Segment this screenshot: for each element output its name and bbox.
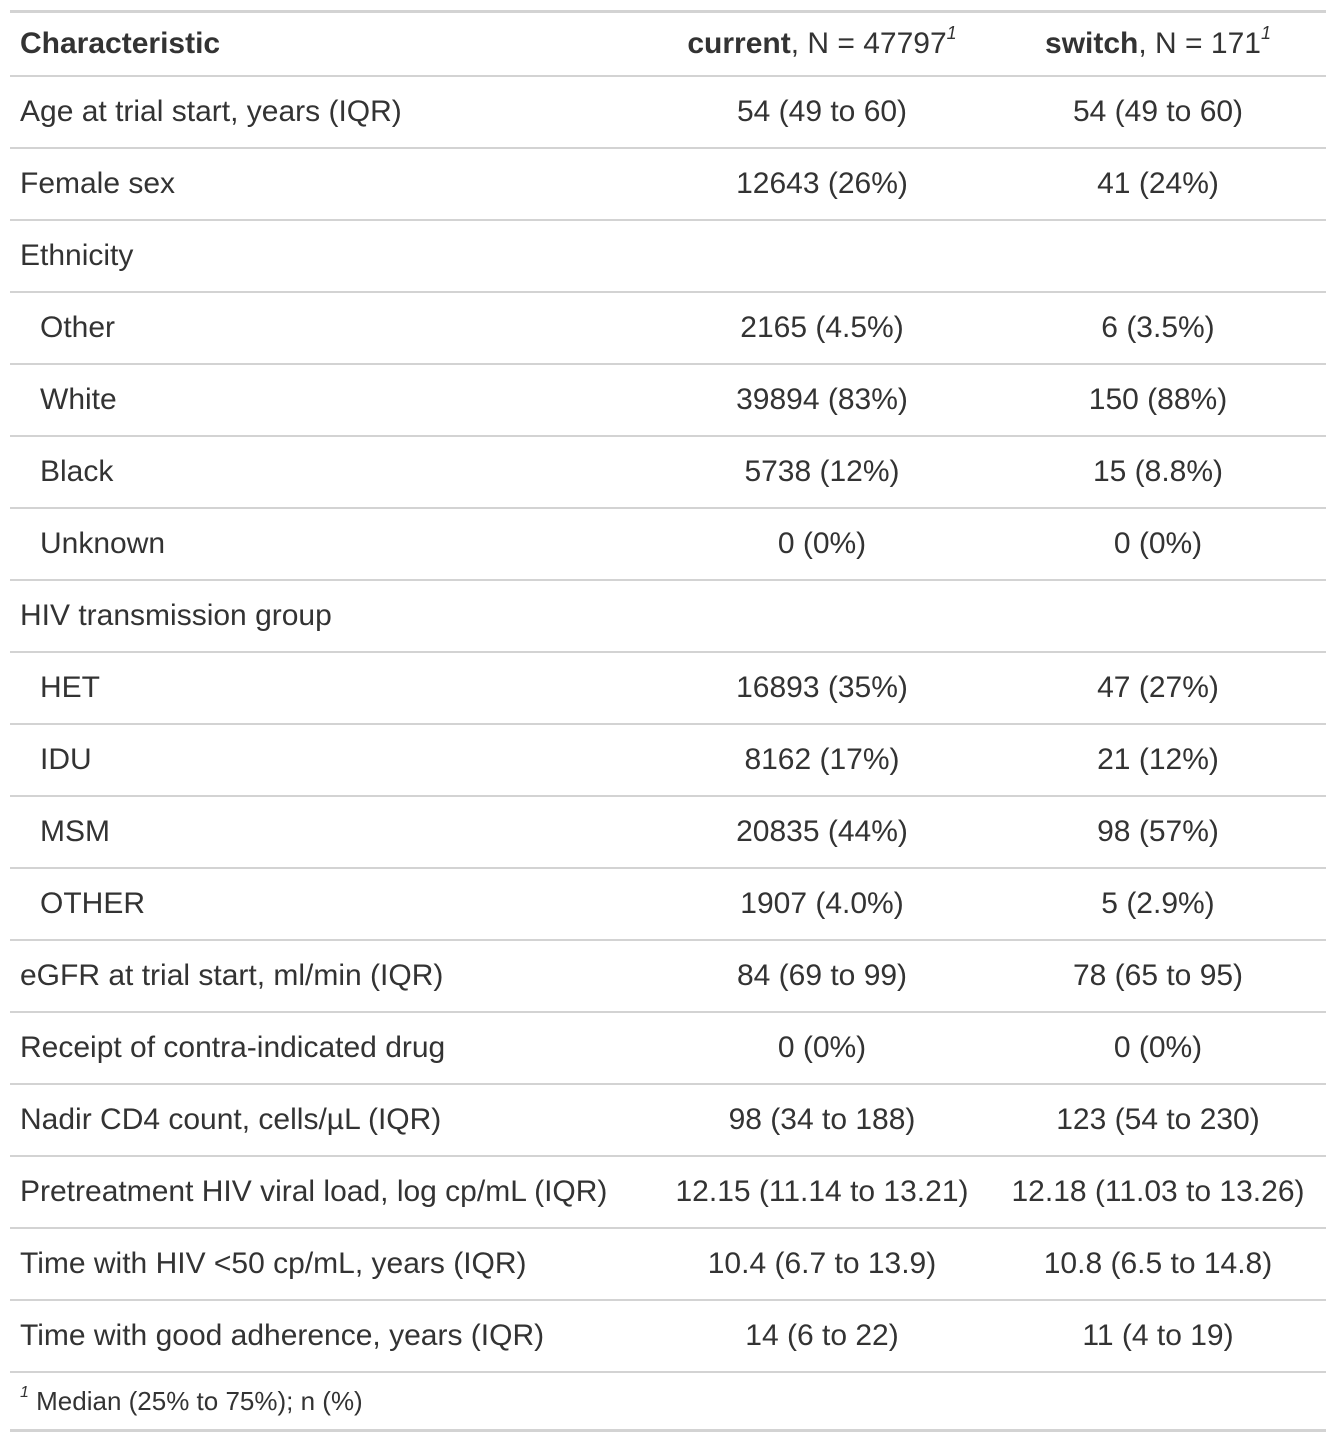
summary-table: Characteristic current, N = 477971 switc… (10, 10, 1326, 1432)
row-switch-value: 15 (8.8%) (990, 436, 1326, 509)
footnote-row: 1 Median (25% to 75%); n (%) (10, 1372, 1326, 1431)
row-switch-value: 150 (88%) (990, 364, 1326, 437)
row-label: Age at trial start, years (IQR) (10, 76, 654, 149)
row-switch-value: 12.18 (11.03 to 13.26) (990, 1156, 1326, 1229)
table-row: Time with good adherence, years (IQR) 14… (10, 1300, 1326, 1373)
row-label: IDU (10, 724, 654, 797)
header-row: Characteristic current, N = 477971 switc… (10, 11, 1326, 77)
row-label: Other (10, 292, 654, 365)
row-current-value: 12643 (26%) (654, 148, 990, 221)
row-current-value: 10.4 (6.7 to 13.9) (654, 1228, 990, 1301)
table-row: Unknown 0 (0%) 0 (0%) (10, 508, 1326, 581)
table-row: MSM 20835 (44%) 98 (57%) (10, 796, 1326, 869)
table-row: OTHER 1907 (4.0%) 5 (2.9%) (10, 868, 1326, 941)
row-current-value: 14 (6 to 22) (654, 1300, 990, 1373)
table-group-row: HIV transmission group (10, 580, 1326, 653)
row-switch-value: 78 (65 to 95) (990, 940, 1326, 1013)
row-label: HET (10, 652, 654, 725)
header-switch-label: switch (1045, 27, 1139, 60)
row-current-value: 54 (49 to 60) (654, 76, 990, 149)
table-row: Age at trial start, years (IQR) 54 (49 t… (10, 76, 1326, 149)
header-current: current, N = 477971 (654, 11, 990, 77)
table-row: IDU 8162 (17%) 21 (12%) (10, 724, 1326, 797)
header-switch-footnote-mark: 1 (1260, 23, 1271, 43)
row-label: Black (10, 436, 654, 509)
row-current-value: 5738 (12%) (654, 436, 990, 509)
row-switch-value (990, 220, 1326, 293)
table-row: eGFR at trial start, ml/min (IQR) 84 (69… (10, 940, 1326, 1013)
row-current-value: 0 (0%) (654, 508, 990, 581)
table-row: Pretreatment HIV viral load, log cp/mL (… (10, 1156, 1326, 1229)
table-row: Time with HIV <50 cp/mL, years (IQR) 10.… (10, 1228, 1326, 1301)
group-label: HIV transmission group (10, 580, 654, 653)
table-row: Receipt of contra-indicated drug 0 (0%) … (10, 1012, 1326, 1085)
header-current-footnote-mark: 1 (946, 23, 957, 43)
row-switch-value: 123 (54 to 230) (990, 1084, 1326, 1157)
row-label: Unknown (10, 508, 654, 581)
row-switch-value: 0 (0%) (990, 508, 1326, 581)
row-label: Pretreatment HIV viral load, log cp/mL (… (10, 1156, 654, 1229)
row-current-value: 84 (69 to 99) (654, 940, 990, 1013)
row-switch-value: 0 (0%) (990, 1012, 1326, 1085)
row-switch-value: 41 (24%) (990, 148, 1326, 221)
row-label: MSM (10, 796, 654, 869)
header-current-n: , N = 47797 (790, 27, 947, 60)
header-characteristic: Characteristic (10, 11, 654, 77)
header-switch: switch, N = 1711 (990, 11, 1326, 77)
row-label: Time with HIV <50 cp/mL, years (IQR) (10, 1228, 654, 1301)
row-label: Time with good adherence, years (IQR) (10, 1300, 654, 1373)
row-current-value: 16893 (35%) (654, 652, 990, 725)
header-switch-n: , N = 171 (1138, 27, 1261, 60)
row-current-value: 1907 (4.0%) (654, 868, 990, 941)
row-switch-value: 6 (3.5%) (990, 292, 1326, 365)
header-current-label: current (687, 27, 791, 60)
row-label: OTHER (10, 868, 654, 941)
group-label: Ethnicity (10, 220, 654, 293)
table-row: Other 2165 (4.5%) 6 (3.5%) (10, 292, 1326, 365)
row-switch-value: 10.8 (6.5 to 14.8) (990, 1228, 1326, 1301)
row-current-value: 2165 (4.5%) (654, 292, 990, 365)
row-current-value: 39894 (83%) (654, 364, 990, 437)
row-current-value: 0 (0%) (654, 1012, 990, 1085)
row-current-value: 12.15 (11.14 to 13.21) (654, 1156, 990, 1229)
row-label: eGFR at trial start, ml/min (IQR) (10, 940, 654, 1013)
row-switch-value: 5 (2.9%) (990, 868, 1326, 941)
row-switch-value: 98 (57%) (990, 796, 1326, 869)
row-switch-value: 54 (49 to 60) (990, 76, 1326, 149)
row-current-value: 8162 (17%) (654, 724, 990, 797)
table-row: Female sex 12643 (26%) 41 (24%) (10, 148, 1326, 221)
table-row: White 39894 (83%) 150 (88%) (10, 364, 1326, 437)
row-label: White (10, 364, 654, 437)
row-current-value (654, 580, 990, 653)
footnote-text: Median (25% to 75%); n (%) (28, 1385, 363, 1416)
table-row: Black 5738 (12%) 15 (8.8%) (10, 436, 1326, 509)
row-label: Receipt of contra-indicated drug (10, 1012, 654, 1085)
footnote-mark: 1 (20, 1383, 29, 1401)
row-switch-value: 47 (27%) (990, 652, 1326, 725)
table-row: HET 16893 (35%) 47 (27%) (10, 652, 1326, 725)
row-current-value: 20835 (44%) (654, 796, 990, 869)
row-label: Nadir CD4 count, cells/µL (IQR) (10, 1084, 654, 1157)
row-switch-value: 11 (4 to 19) (990, 1300, 1326, 1373)
row-label: Female sex (10, 148, 654, 221)
table-group-row: Ethnicity (10, 220, 1326, 293)
footnote: 1 Median (25% to 75%); n (%) (10, 1372, 1326, 1431)
row-switch-value (990, 580, 1326, 653)
row-current-value (654, 220, 990, 293)
table-row: Nadir CD4 count, cells/µL (IQR) 98 (34 t… (10, 1084, 1326, 1157)
row-switch-value: 21 (12%) (990, 724, 1326, 797)
summary-table-container: Characteristic current, N = 477971 switc… (10, 10, 1326, 1432)
row-current-value: 98 (34 to 188) (654, 1084, 990, 1157)
